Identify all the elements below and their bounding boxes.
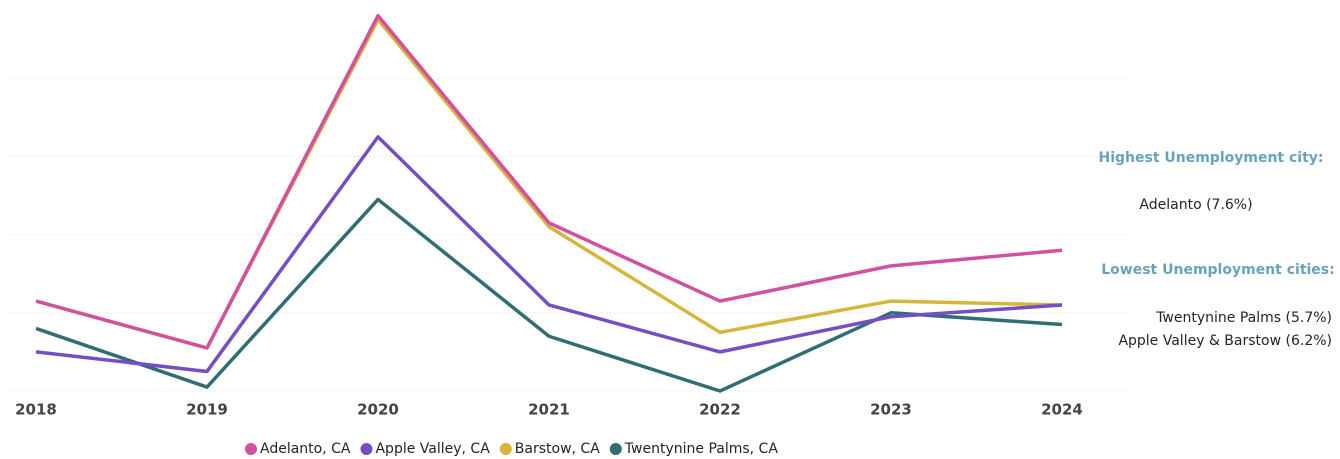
legend-label: Adelanto, CA [260,441,351,457]
annotation-text: Twentynine Palms (5.7%) [1155,310,1332,326]
legend-marker [499,443,512,455]
series-line [35,17,1063,350]
x-tick-label: 2024 [1041,401,1083,419]
annotation-heading: Highest Unemployment city: [1098,150,1323,166]
legend-label: Apple Valley, CA [375,441,490,457]
x-tick-label: 2018 [15,401,57,419]
x-tick-label: 2021 [528,401,570,419]
legend-marker [360,443,373,455]
annotation-text: Adelanto (7.6%) [1139,197,1252,213]
annotation-heading: Lowest Unemployment cities: [1101,262,1334,278]
series-line [35,197,1063,393]
x-tick-label: 2022 [699,401,741,419]
x-tick-label: 2020 [357,401,399,419]
legend-marker [609,443,622,455]
series-line [35,135,1063,374]
x-tick-label: 2023 [870,401,912,419]
legend-marker [245,443,257,455]
legend-label: Barstow, CA [515,441,600,457]
legend-label: Twentynine Palms, CA [624,441,779,457]
series-line [35,13,1063,350]
annotation-text: Apple Valley & Barstow (6.2%) [1118,333,1332,349]
x-tick-label: 2019 [186,401,228,419]
